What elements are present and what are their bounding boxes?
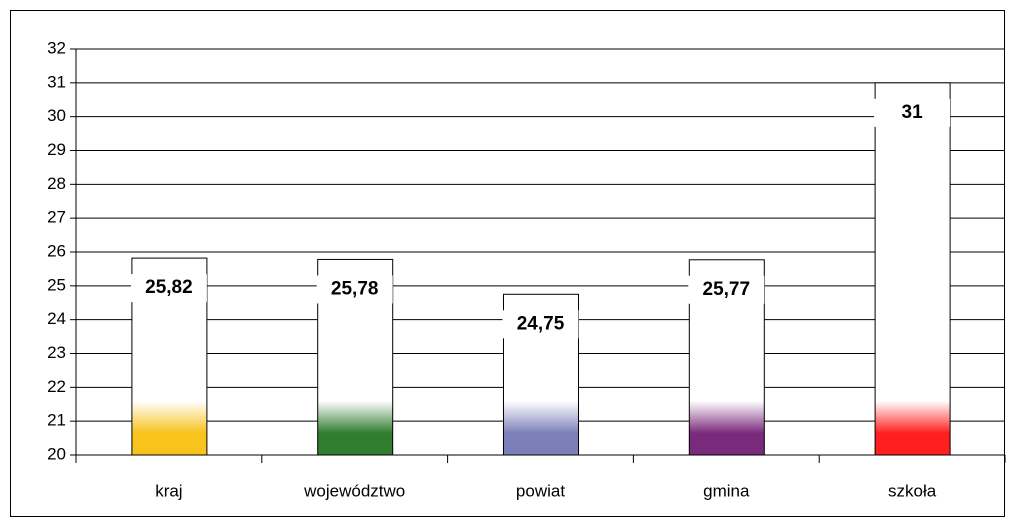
y-tick-label: 31: [47, 72, 66, 91]
bar: [874, 82, 951, 456]
x-tick-label: kraj: [155, 481, 182, 500]
y-tick-label: 30: [47, 106, 66, 125]
y-tick-label: 24: [47, 309, 66, 328]
x-tick-label: powiat: [516, 481, 565, 500]
value-label-bg: [130, 274, 207, 303]
y-tick-label: 27: [47, 208, 66, 227]
value-label: 25,77: [703, 279, 751, 300]
x-tick-label: województwo: [303, 481, 405, 500]
value-label-bg: [316, 275, 393, 304]
value-label: 31: [902, 102, 924, 123]
y-tick-label: 32: [47, 38, 66, 57]
value-label: 24,75: [517, 313, 565, 334]
y-tick-label: 21: [47, 411, 66, 430]
value-label-bg: [688, 275, 765, 304]
y-tick-label: 25: [47, 275, 66, 294]
value-label: 25,78: [331, 278, 379, 299]
x-tick-label: szkoła: [888, 481, 937, 500]
y-tick-label: 23: [47, 343, 66, 362]
y-tick-label: 28: [47, 174, 66, 193]
y-tick-label: 26: [47, 241, 66, 260]
value-label-bg: [502, 310, 579, 339]
y-tick-label: 29: [47, 140, 66, 159]
value-label: 25,82: [145, 277, 193, 298]
y-tick-label: 20: [47, 444, 66, 463]
x-tick-label: gmina: [703, 481, 750, 500]
y-tick-label: 22: [47, 377, 66, 396]
value-label-bg: [874, 98, 951, 127]
